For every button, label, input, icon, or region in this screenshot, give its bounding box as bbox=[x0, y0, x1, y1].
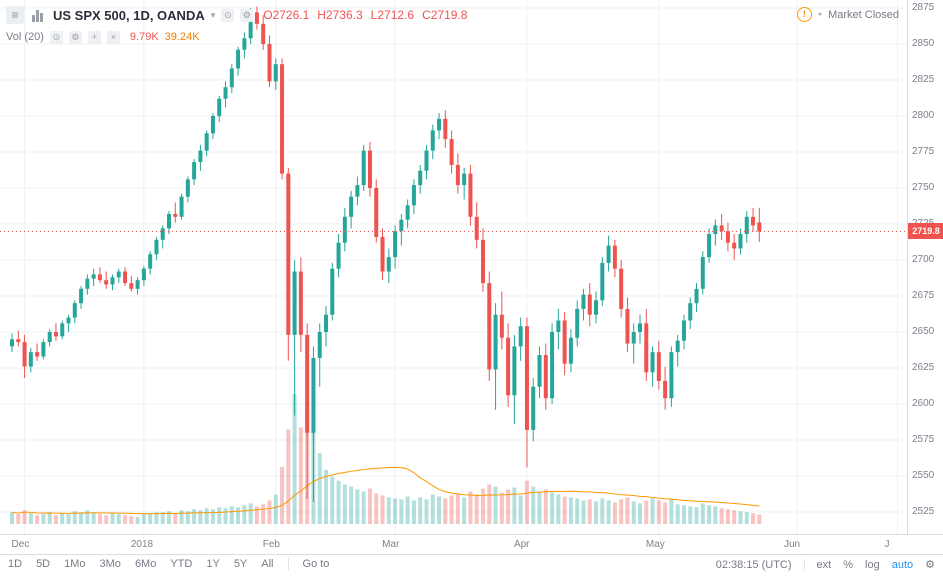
ext-toggle[interactable]: ext bbox=[816, 558, 832, 571]
market-status: ! ● Market Closed bbox=[796, 7, 899, 22]
time-axis-label: Apr bbox=[513, 539, 530, 550]
gear-icon[interactable]: ⚙ bbox=[68, 30, 82, 44]
candlestick-chart[interactable] bbox=[0, 0, 907, 534]
range-5y[interactable]: 5Y bbox=[233, 558, 248, 570]
price-axis[interactable]: 2525255025752600262526502675270027252750… bbox=[907, 0, 943, 534]
price-axis-label: 2600 bbox=[912, 398, 935, 409]
price-axis-label: 2775 bbox=[912, 146, 935, 157]
range-3mo[interactable]: 3Mo bbox=[99, 558, 121, 570]
range-ytd[interactable]: YTD bbox=[170, 558, 193, 570]
toolbar-separator bbox=[287, 558, 289, 570]
market-status-text: Market Closed bbox=[828, 8, 899, 21]
time-axis-label: J bbox=[884, 539, 890, 550]
auto-scale-toggle[interactable]: auto bbox=[891, 558, 914, 571]
range-6mo[interactable]: 6Mo bbox=[134, 558, 157, 570]
ohlc-readout: O2726.1 H2736.3 L2712.6 C2719.8 bbox=[263, 8, 467, 22]
bottom-toolbar: 1D 5D 1Mo 3Mo 6Mo YTD 1Y 5Y All Go to 02… bbox=[0, 554, 943, 578]
range-all[interactable]: All bbox=[261, 558, 274, 570]
log-scale-toggle[interactable]: log bbox=[865, 558, 880, 571]
time-axis-label: Mar bbox=[382, 539, 400, 550]
close-value: C2719.8 bbox=[422, 8, 468, 22]
price-axis-label: 2700 bbox=[912, 254, 935, 265]
price-axis-label: 2650 bbox=[912, 326, 935, 337]
percent-scale-toggle[interactable]: % bbox=[843, 558, 854, 571]
price-axis-label: 2575 bbox=[912, 434, 935, 445]
eye-icon[interactable]: ⊙ bbox=[49, 30, 63, 44]
range-buttons: 1D 5D 1Mo 3Mo 6Mo YTD 1Y 5Y All Go to bbox=[8, 558, 329, 570]
legend-settings-icon[interactable]: ⚙ bbox=[240, 8, 254, 22]
symbol-title[interactable]: US SPX 500, 1D, OANDA bbox=[53, 7, 205, 23]
legend-eye-icon[interactable]: ⊙ bbox=[221, 8, 235, 22]
plus-icon[interactable]: + bbox=[87, 30, 101, 44]
time-axis-label: Dec bbox=[11, 539, 30, 550]
range-1d[interactable]: 1D bbox=[8, 558, 23, 570]
price-axis-label: 2825 bbox=[912, 74, 935, 85]
price-axis-label: 2800 bbox=[912, 110, 935, 121]
low-value: L2712.6 bbox=[370, 8, 415, 22]
time-axis-label: Feb bbox=[262, 539, 280, 550]
clock-utc[interactable]: 02:38:15 (UTC) bbox=[715, 558, 792, 571]
range-1y[interactable]: 1Y bbox=[206, 558, 220, 570]
chevron-down-icon[interactable]: ▾ bbox=[210, 9, 216, 20]
range-5d[interactable]: 5D bbox=[36, 558, 51, 570]
time-axis-label: Jun bbox=[784, 539, 801, 550]
open-value: O2726.1 bbox=[263, 8, 310, 22]
price-axis-label: 2550 bbox=[912, 470, 935, 481]
price-axis-label: 2850 bbox=[912, 38, 935, 49]
chart-style-icon[interactable] bbox=[30, 8, 45, 22]
price-axis-label: 2750 bbox=[912, 182, 935, 193]
price-axis-label: 2625 bbox=[912, 362, 935, 373]
last-price-tag: 2719.8 bbox=[908, 223, 943, 240]
goto-button[interactable]: Go to bbox=[302, 558, 330, 570]
chart-legend: ≡ US SPX 500, 1D, OANDA ▾ ⊙ ⚙ O2726.1 H2… bbox=[6, 5, 467, 47]
close-icon[interactable]: × bbox=[106, 30, 120, 44]
time-axis-label: 2018 bbox=[130, 539, 154, 550]
volume-value: 9.79K bbox=[129, 31, 159, 43]
warning-icon: ! bbox=[796, 7, 812, 22]
toolbar-separator bbox=[803, 558, 805, 571]
price-axis-label: 2875 bbox=[912, 2, 935, 13]
status-dot-icon: ● bbox=[817, 11, 823, 18]
volume-indicator-label[interactable]: Vol (20) bbox=[6, 31, 44, 43]
layout-menu-icon[interactable]: ≡ bbox=[6, 6, 24, 24]
volume-legend-row: Vol (20) ⊙ ⚙ + × 9.79K 39.24K bbox=[6, 27, 467, 47]
toolbar-right: 02:38:15 (UTC) ext % log auto ⚙ bbox=[716, 558, 935, 571]
price-axis-label: 2525 bbox=[912, 506, 935, 517]
price-axis-label: 2675 bbox=[912, 290, 935, 301]
range-1mo[interactable]: 1Mo bbox=[64, 558, 86, 570]
symbol-legend-row: ≡ US SPX 500, 1D, OANDA ▾ ⊙ ⚙ O2726.1 H2… bbox=[6, 5, 467, 25]
time-axis-label: May bbox=[645, 539, 665, 550]
settings-gear-icon[interactable]: ⚙ bbox=[925, 559, 935, 571]
high-value: H2736.3 bbox=[317, 8, 363, 22]
time-axis[interactable]: Dec 2018 Feb Mar Apr May Jun J bbox=[0, 534, 943, 555]
volume-ma-value: 39.24K bbox=[164, 31, 200, 43]
